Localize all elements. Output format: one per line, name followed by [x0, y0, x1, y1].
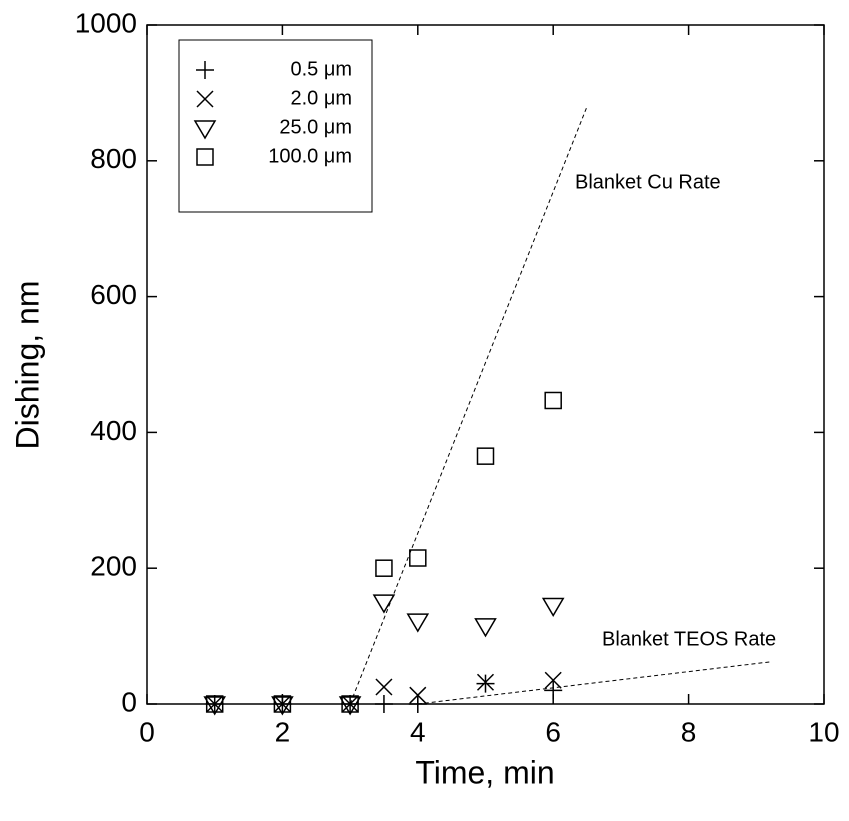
y-tick-label: 1000: [75, 7, 137, 38]
data-point: [273, 695, 292, 713]
data-point: [408, 695, 427, 713]
data-point: [273, 695, 291, 713]
data-point: [544, 391, 562, 410]
x-axis-title: Time, min: [415, 754, 554, 790]
data-point: [341, 695, 359, 713]
y-tick-label: 800: [90, 143, 137, 174]
data-point: [476, 673, 495, 691]
data-point: [409, 549, 427, 567]
x-tick-label: 2: [275, 716, 291, 747]
legend-marker: [193, 120, 217, 140]
legend-label: 100.0 μm: [268, 145, 352, 167]
legend-marker: [196, 61, 214, 79]
x-tick-label: 0: [139, 716, 155, 747]
data-point: [409, 686, 427, 704]
data-point: [271, 696, 294, 716]
x-tick-label: 8: [681, 716, 697, 747]
data-point: [476, 674, 495, 693]
y-tick-label: 400: [90, 415, 137, 446]
legend: 0.5 μm 2.0 μm 25.0 μm 100.0 μm: [178, 39, 373, 213]
plot-frame: [146, 24, 825, 705]
legend-label: 2.0 μm: [290, 87, 352, 109]
data-point: [375, 678, 393, 696]
reference-label: Blanket Cu Rate: [575, 171, 721, 193]
legend-marker: [196, 148, 214, 166]
legend-marker: [196, 90, 214, 108]
x-tick-label: 4: [410, 716, 426, 747]
data-point: [544, 681, 563, 700]
legend-label: 25.0 μm: [279, 116, 352, 138]
data-point: [206, 695, 224, 713]
reference-line: [349, 106, 588, 705]
data-point: [205, 695, 224, 713]
data-point: [372, 594, 396, 614]
data-point: [341, 695, 359, 713]
data-point: [203, 696, 227, 716]
data-point: [374, 695, 393, 713]
y-tick-label: 600: [90, 279, 137, 310]
y-tick-label: 200: [90, 551, 137, 582]
data-point: [476, 447, 495, 465]
y-tick-label: 0: [121, 686, 137, 717]
y-axis-title: Dishing, nm: [9, 281, 45, 450]
data-point: [338, 696, 362, 716]
data-point: [541, 597, 565, 618]
x-tick-label: 10: [808, 716, 839, 747]
legend-box: [178, 39, 373, 213]
legend-label: 0.5 μm: [290, 58, 352, 80]
data-point: [406, 613, 430, 633]
data-point: [474, 618, 497, 638]
data-point: [375, 559, 393, 577]
x-tick-label: 6: [545, 716, 561, 747]
reference-line: [417, 661, 770, 705]
reference-label: Blanket TEOS Rate: [602, 628, 776, 650]
data-point: [544, 671, 562, 689]
